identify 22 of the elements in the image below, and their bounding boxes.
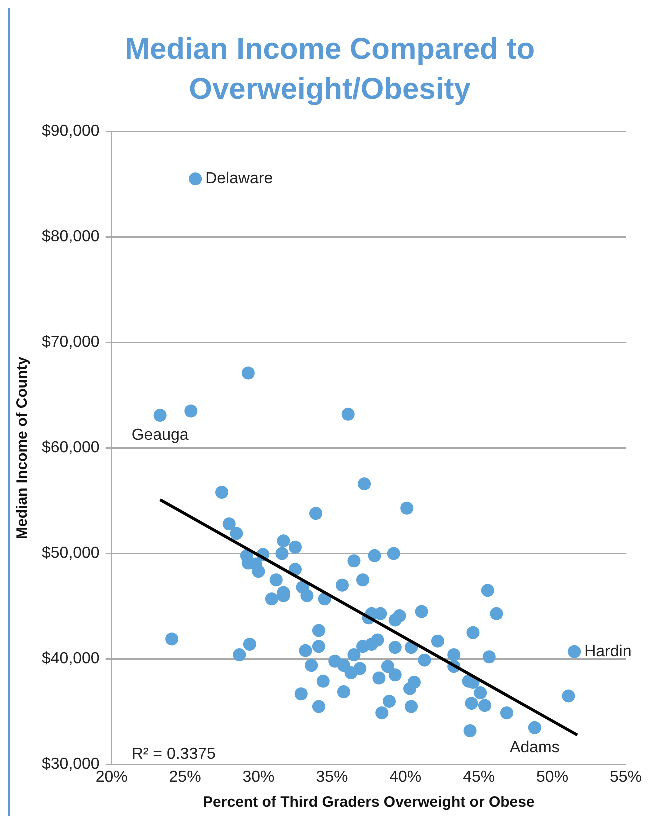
y-axis-title: Median Income of County (14, 356, 32, 540)
x-tick-label: 25% (169, 768, 202, 786)
x-tick-label: 40% (390, 768, 422, 786)
x-tick-label: 50% (536, 768, 569, 786)
y-tick-label: $40,000 (42, 650, 100, 668)
y-tick-label: $50,000 (42, 545, 100, 562)
y-tick-label: $60,000 (42, 440, 100, 457)
x-axis-title: Percent of Third Graders Overweight or Obese (203, 794, 535, 812)
chart-title: Median Income Compared to Overweight/Obesity (124, 32, 536, 108)
x-tick-label: 45% (463, 768, 496, 786)
x-tick-label: 35% (316, 768, 348, 786)
x-tick-label: 55% (610, 768, 642, 786)
y-tick-label: $70,000 (42, 334, 100, 352)
annotation: R² = 0.3375 (132, 746, 216, 764)
annotation: Delaware (206, 170, 274, 188)
x-tick-label: 30% (242, 768, 275, 786)
x-tick-label: 20% (96, 768, 128, 786)
y-tick-label: $90,000 (42, 123, 100, 140)
annotation: Adams (510, 739, 560, 756)
annotation: Geauga (132, 426, 189, 444)
annotation: Hardin (584, 643, 632, 660)
y-tick-label: $80,000 (42, 228, 100, 246)
